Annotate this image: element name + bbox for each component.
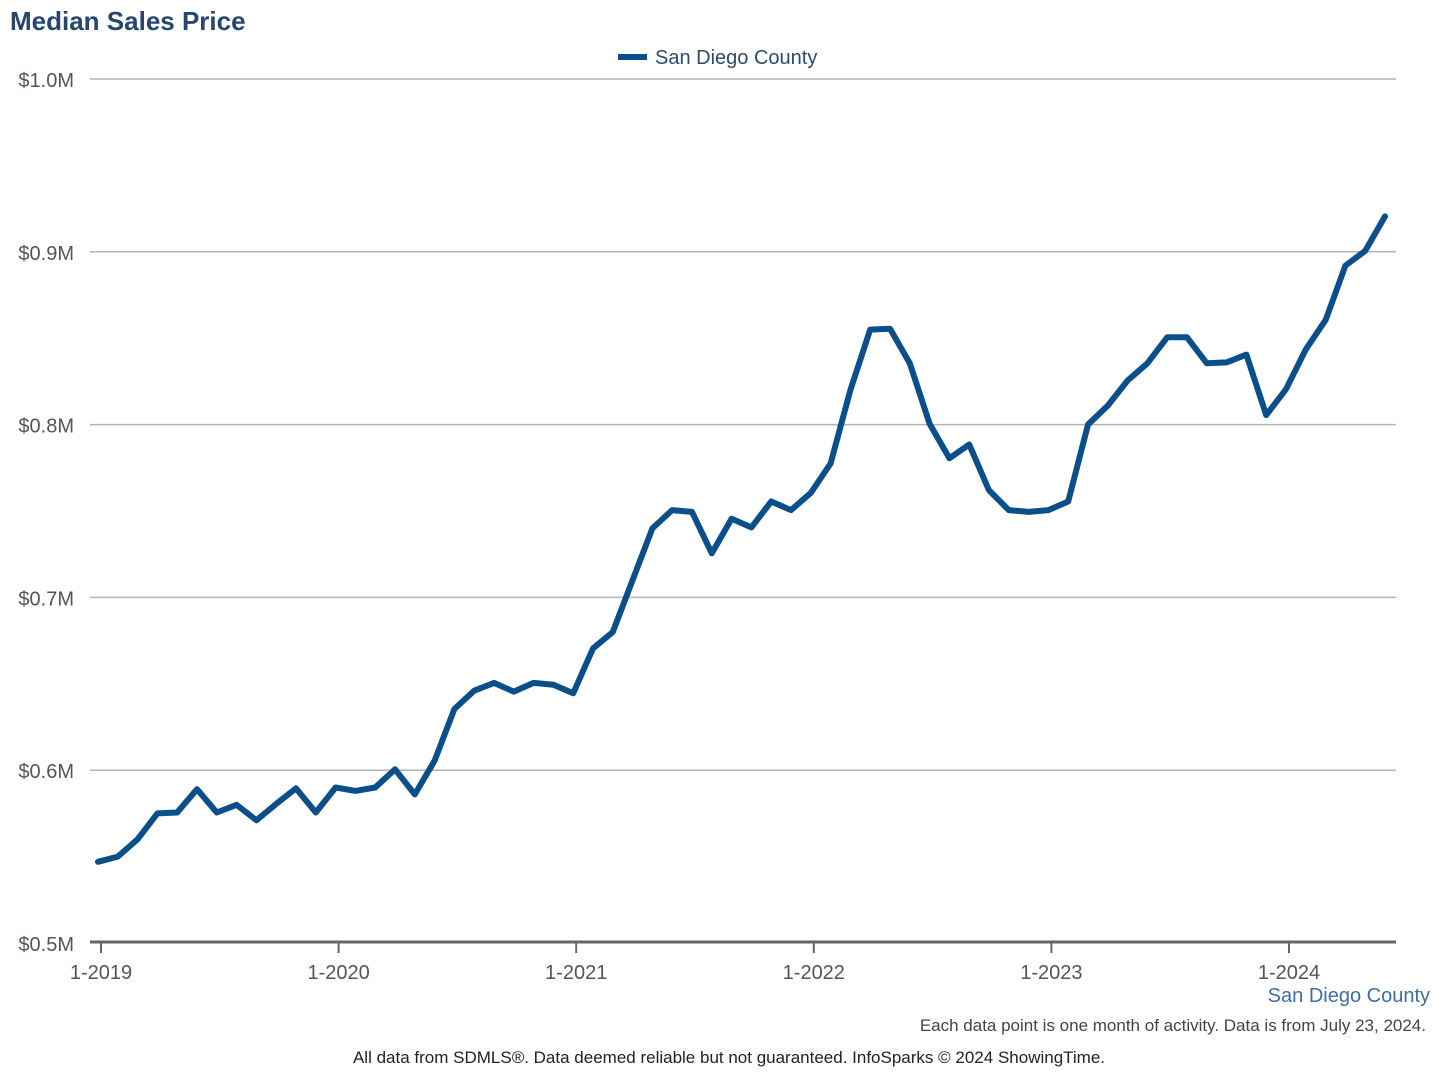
region-label: San Diego County [1267,985,1430,1007]
x-tick-label: 1-2024 [1258,962,1320,984]
x-tick-label: 1-2019 [70,962,132,984]
x-tick-label: 1-2021 [545,962,607,984]
y-tick-label: $1.0M [18,70,74,92]
x-axis: 1-2019 1-2020 1-2021 1-2022 1-2023 1-2024 [70,940,1396,984]
y-axis-labels: $0.5M $0.6M $0.7M $0.8M $0.9M $1.0M [18,70,74,956]
data-note: Each data point is one month of activity… [919,1016,1426,1035]
y-tick-label: $0.6M [18,761,74,783]
y-tick-label: $0.5M [18,934,74,956]
chart-title: Median Sales Price [10,6,246,36]
source-note: All data from SDMLS®. Data deemed reliab… [352,1048,1106,1067]
x-tick-label: 1-2022 [783,962,845,984]
y-tick-label: $0.9M [18,243,74,265]
grid-lines [90,78,1396,771]
legend-label: San Diego County [655,47,817,69]
series-line[interactable] [95,213,1388,865]
x-tick-label: 1-2020 [307,962,369,984]
y-tick-label: $0.7M [18,588,74,610]
y-tick-label: $0.8M [18,416,74,438]
x-tick-label: 1-2023 [1020,962,1082,984]
series-group [95,213,1388,865]
legend[interactable]: San Diego County [618,47,817,69]
